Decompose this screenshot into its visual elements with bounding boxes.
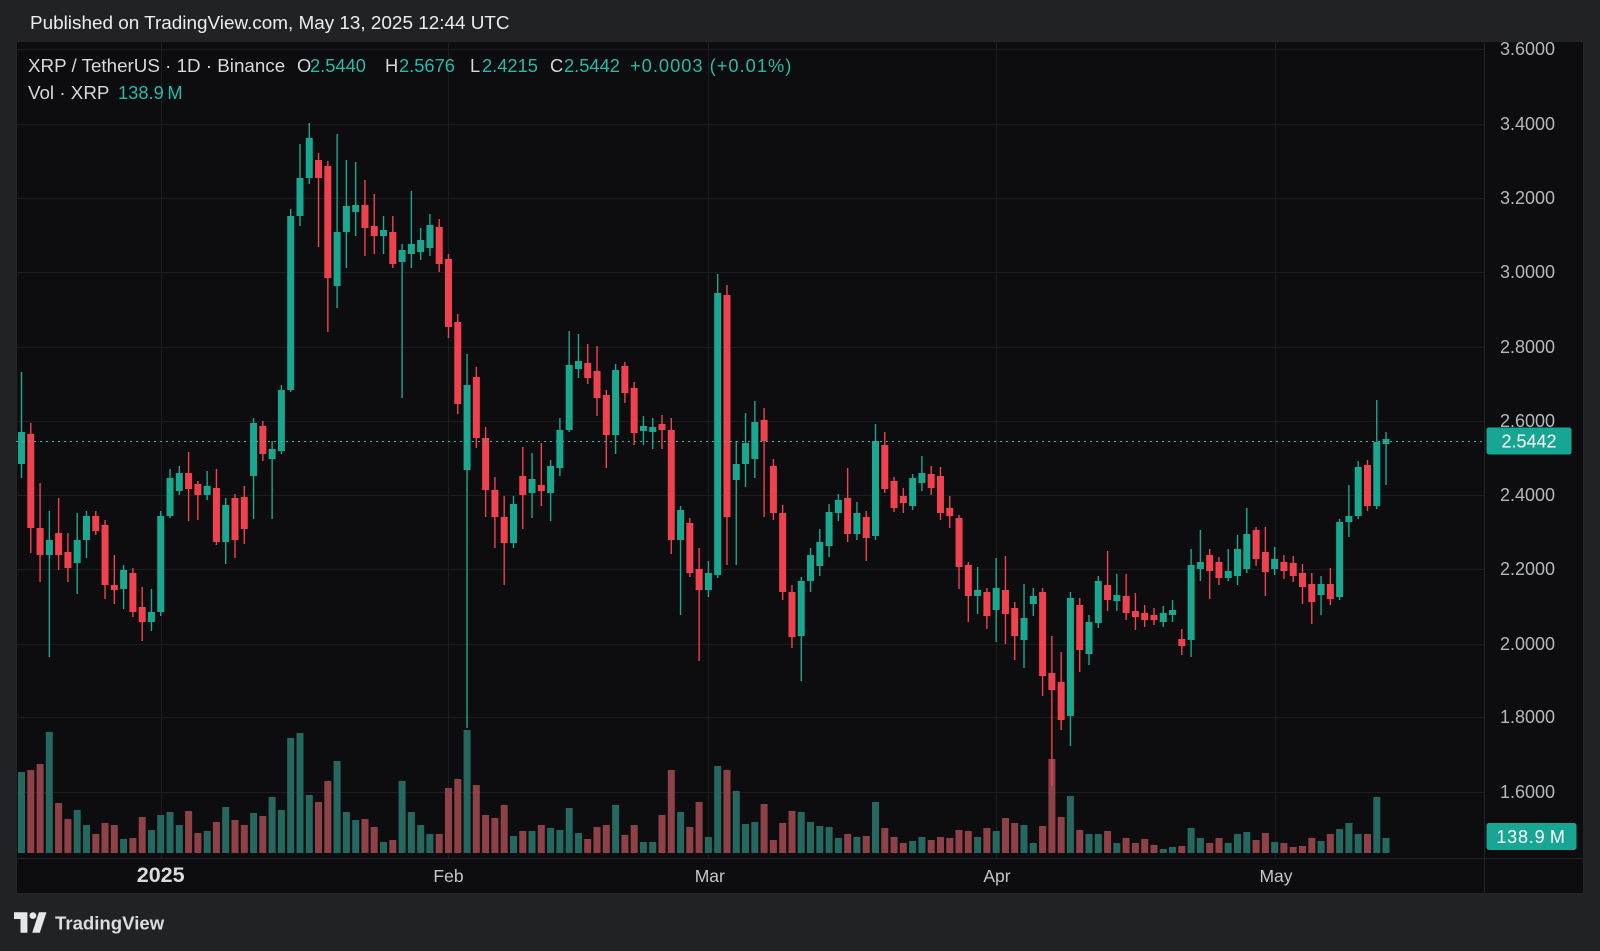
svg-text:3.6000: 3.6000 xyxy=(1500,39,1555,59)
svg-text:1.6000: 1.6000 xyxy=(1500,782,1555,802)
svg-text:3.4000: 3.4000 xyxy=(1500,114,1555,134)
svg-text:XRP / TetherUS · 1D · Binance: XRP / TetherUS · 1D · Binance xyxy=(28,55,285,76)
svg-text:1.8000: 1.8000 xyxy=(1500,707,1555,727)
svg-text:2.4000: 2.4000 xyxy=(1500,485,1555,505)
svg-text:3.0000: 3.0000 xyxy=(1500,262,1555,282)
svg-text:138.9 M: 138.9 M xyxy=(118,82,183,103)
svg-text:Apr: Apr xyxy=(983,866,1010,886)
svg-text:2.5440: 2.5440 xyxy=(310,55,366,76)
svg-text:Feb: Feb xyxy=(433,866,463,886)
svg-text:TradingView: TradingView xyxy=(55,913,165,934)
svg-text:138.9 M: 138.9 M xyxy=(1496,827,1565,847)
svg-text:O: O xyxy=(297,55,311,76)
svg-text:2.5442: 2.5442 xyxy=(564,55,620,76)
svg-text:2.6000: 2.6000 xyxy=(1500,411,1555,431)
svg-text:+0.0003 (+0.01%): +0.0003 (+0.01%) xyxy=(630,55,792,76)
svg-text:H: H xyxy=(385,55,398,76)
svg-text:2.4215: 2.4215 xyxy=(482,55,538,76)
svg-text:L: L xyxy=(470,55,480,76)
svg-text:Mar: Mar xyxy=(695,866,725,886)
svg-text:3.2000: 3.2000 xyxy=(1500,188,1555,208)
svg-text:Vol · XRP: Vol · XRP xyxy=(28,82,109,103)
svg-text:2.0000: 2.0000 xyxy=(1500,634,1555,654)
svg-text:Published on TradingView.com,: Published on TradingView.com, May 13, 20… xyxy=(30,13,510,34)
svg-text:2025: 2025 xyxy=(137,863,185,887)
svg-text:2.8000: 2.8000 xyxy=(1500,337,1555,357)
svg-text:2.5676: 2.5676 xyxy=(399,55,455,76)
svg-text:2.5442: 2.5442 xyxy=(1501,432,1556,452)
svg-text:2.2000: 2.2000 xyxy=(1500,559,1555,579)
svg-text:May: May xyxy=(1259,866,1292,886)
svg-text:C: C xyxy=(550,55,563,76)
